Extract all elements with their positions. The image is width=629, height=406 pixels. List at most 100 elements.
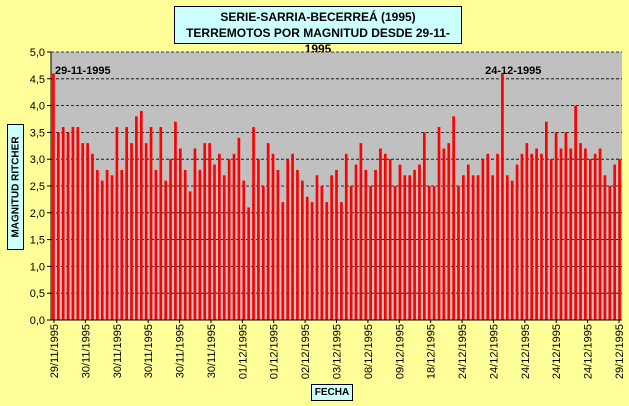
bar: [52, 73, 55, 320]
bar: [462, 175, 465, 320]
bar: [496, 153, 499, 320]
y-tick-label: 0,0: [30, 315, 45, 327]
bar: [486, 153, 490, 320]
y-tick-label: 3,0: [30, 154, 45, 166]
bar: [110, 175, 114, 320]
bar: [413, 169, 416, 320]
bar: [164, 180, 168, 320]
bar: [564, 132, 568, 320]
bar: [501, 73, 504, 320]
bar: [305, 196, 309, 320]
bar: [569, 148, 573, 320]
x-tick-label: 02/12/1995: [300, 324, 312, 379]
bar: [91, 153, 94, 320]
bar: [281, 202, 285, 320]
bar: [247, 207, 250, 320]
bar: [232, 153, 236, 320]
y-tick-label: 1,5: [30, 235, 45, 247]
bar: [154, 169, 158, 320]
bar: [505, 175, 509, 320]
x-tick-label: 30/11/1995: [206, 324, 218, 378]
bar: [178, 148, 182, 320]
bar: [540, 153, 543, 320]
bar: [374, 169, 377, 320]
bar: [481, 159, 485, 320]
bar: [618, 159, 621, 320]
bar: [56, 132, 60, 320]
bar: [242, 180, 246, 320]
bar: [515, 164, 519, 320]
bar: [208, 143, 211, 320]
x-tick-label: 01/12/1995: [237, 324, 249, 379]
bar: [559, 148, 563, 320]
x-tick-label: 30/11/1995: [112, 324, 124, 378]
bar: [291, 153, 294, 320]
bar: [549, 159, 553, 320]
y-tick-label: 2,5: [30, 181, 45, 193]
y-tick-label: 0,5: [30, 288, 45, 300]
annotation-label: 24-12-1995: [485, 65, 541, 77]
y-tick-label: 5,0: [30, 47, 45, 59]
bar: [198, 169, 202, 320]
bar: [315, 175, 319, 320]
x-tick-label: 03/12/1995: [332, 324, 344, 379]
bar: [86, 143, 89, 320]
bar: [393, 186, 397, 320]
bar: [364, 169, 368, 320]
bar: [354, 164, 358, 320]
bar: [457, 186, 460, 320]
annotation-label: 29-11-1995: [55, 65, 111, 77]
bar: [222, 175, 226, 320]
bar: [466, 164, 470, 320]
x-tick-label: 24/12/1995: [551, 324, 563, 379]
bar: [423, 132, 426, 320]
chart-title-box: SERIE-SARRIA-BECERREÁ (1995) TERREMOTOS …: [174, 6, 462, 56]
x-tick-label: 29/11/1995: [49, 324, 61, 378]
bar: [276, 169, 280, 320]
bar: [447, 143, 451, 320]
bar: [218, 153, 221, 320]
bar: [593, 153, 597, 320]
bar: [545, 121, 548, 321]
x-tick-label: 08/12/1995: [363, 324, 375, 379]
bar: [603, 175, 607, 320]
x-tick-label: 24/12/1995: [457, 324, 469, 379]
bar: [584, 148, 587, 320]
bar: [237, 137, 241, 320]
bar: [266, 143, 270, 320]
bar: [188, 191, 192, 320]
bar: [183, 169, 187, 320]
bar: [296, 169, 299, 320]
bar: [310, 202, 314, 320]
bar: [554, 132, 558, 320]
bar: [388, 159, 392, 320]
y-tick-label: 4,0: [30, 101, 45, 113]
bar: [227, 159, 231, 320]
bar: [257, 159, 260, 320]
bar: [520, 153, 524, 320]
bar: [105, 169, 109, 320]
x-tick-label: 18/12/1995: [426, 324, 438, 379]
bar: [271, 153, 275, 320]
bar: [96, 169, 99, 320]
bar: [574, 105, 577, 320]
y-tick-label: 1,0: [30, 261, 45, 273]
bar: [349, 186, 353, 320]
bar: [71, 127, 75, 320]
bar: [613, 164, 617, 320]
bar: [408, 175, 412, 320]
bar: [135, 116, 138, 320]
bar: [286, 159, 290, 320]
x-tick-label: 30/11/1995: [143, 324, 155, 378]
bar: [510, 180, 514, 320]
bar: [598, 148, 602, 320]
bar: [81, 143, 85, 320]
bar: [535, 148, 538, 320]
bar: [579, 143, 582, 320]
bar: [261, 186, 265, 320]
bar: [213, 164, 216, 320]
x-tick-label: 09/12/1995: [394, 324, 406, 379]
bar: [608, 186, 612, 320]
bar: [588, 159, 592, 320]
